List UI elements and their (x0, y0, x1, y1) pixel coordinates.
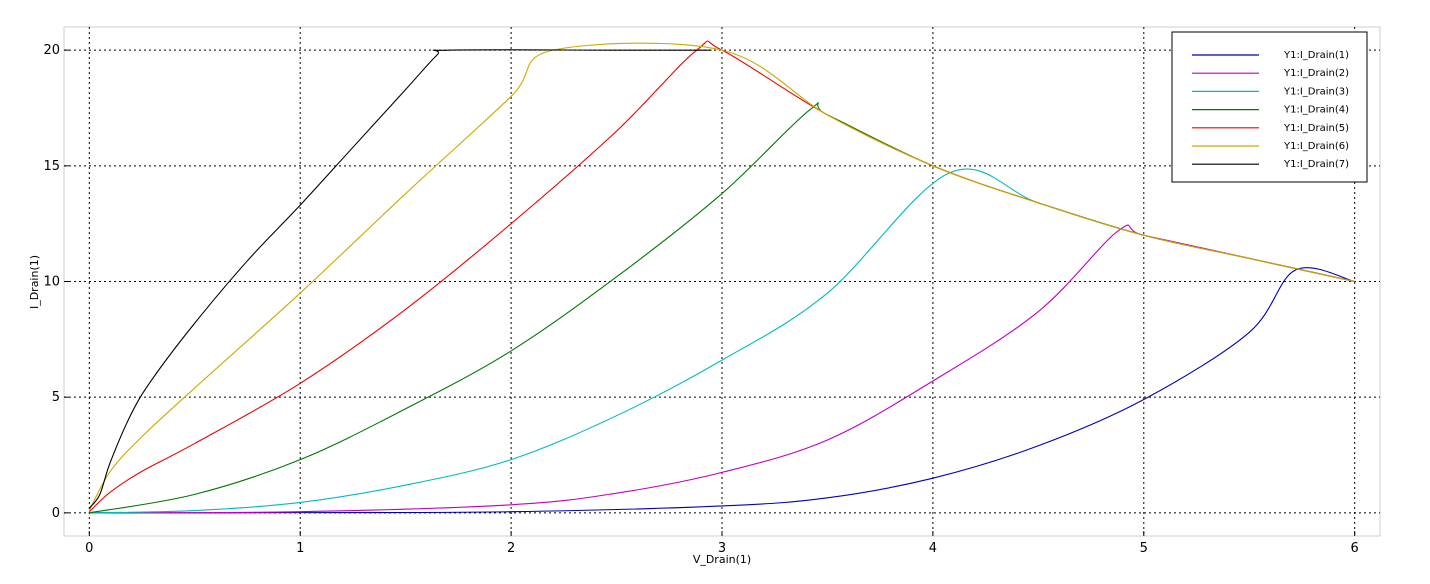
y-tick-label: 10 (43, 275, 60, 290)
series-layer (88, 40, 1355, 514)
y-tick-label: 15 (43, 159, 60, 174)
x-tick-label: 0 (85, 541, 93, 556)
grid (64, 27, 1380, 536)
x-tick-label: 5 (1140, 541, 1148, 556)
y-tick-label: 0 (52, 506, 60, 521)
series-line-6 (88, 42, 1355, 511)
x-axis-label: V_Drain(1) (693, 553, 751, 566)
legend-label-3: Y1:I_Drain(3) (1283, 86, 1349, 97)
legend: Y1:I_Drain(1) Y1:I_Drain(2) Y1:I_Drain(3) Y… (1171, 31, 1368, 183)
y-axis-label: I_Drain(1) (28, 255, 41, 309)
x-tick-label: 2 (507, 541, 515, 556)
series-line-7 (88, 49, 712, 509)
y-tick-label: 20 (43, 43, 60, 58)
x-tick-label: 1 (296, 541, 304, 556)
legend-label-1: Y1:I_Drain(1) (1283, 50, 1349, 61)
legend-label-6: Y1:I_Drain(6) (1283, 141, 1349, 152)
legend-label-7: Y1:I_Drain(7) (1283, 159, 1349, 170)
y-axis-ticks: 0 5 10 15 20 (43, 43, 69, 521)
legend-box (1171, 31, 1368, 183)
legend-label-5: Y1:I_Drain(5) (1283, 123, 1349, 134)
x-tick-label: 4 (929, 541, 937, 556)
y-tick-label: 5 (52, 390, 60, 405)
x-axis-ticks: 0 1 2 3 4 5 6 (85, 531, 1359, 556)
series-line-1 (89, 267, 1355, 514)
x-tick-label: 6 (1351, 541, 1359, 556)
legend-label-4: Y1:I_Drain(4) (1283, 105, 1349, 116)
x-tick-label: 3 (718, 541, 726, 556)
legend-label-2: Y1:I_Drain(2) (1283, 68, 1349, 79)
